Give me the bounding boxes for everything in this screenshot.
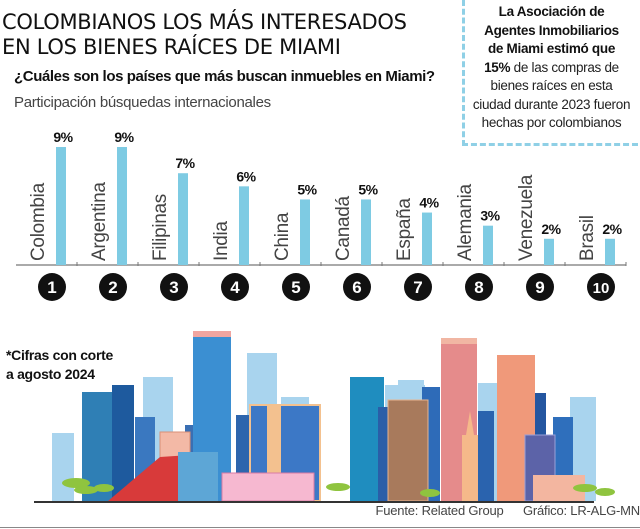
skyline-foreground (108, 338, 585, 502)
footnote: *Cifras con corte a agosto 2024 (6, 346, 113, 384)
category-label: Filipinas (150, 194, 171, 261)
value-label: 2% (541, 221, 561, 237)
value-label: 6% (236, 168, 256, 184)
rank-number: 4 (230, 278, 240, 297)
callout-line-7: hechas por colombianos (481, 115, 622, 130)
rank-number: 9 (535, 278, 544, 297)
rank-number: 10 (593, 280, 610, 297)
bar-brasil (605, 238, 615, 265)
bar-india (239, 186, 249, 265)
rank-badge (587, 273, 615, 301)
callout-highlight-line: 15% de las compras de (465, 59, 638, 78)
value-label: 4% (419, 195, 439, 211)
rank-number: 7 (413, 278, 422, 297)
value-label: 9% (114, 129, 134, 145)
callout-bold-line-2: Agentes Inmobiliarios (484, 22, 619, 38)
value-label: 7% (175, 155, 195, 171)
category-label: Alemania (455, 183, 476, 261)
rank-number: 1 (47, 278, 56, 297)
rank-number: 8 (474, 278, 483, 297)
category-label: España (394, 198, 415, 261)
rank-badge (465, 273, 493, 301)
value-label: 3% (480, 208, 500, 224)
category-label: Colombia (28, 182, 49, 261)
value-label: 5% (358, 181, 378, 197)
rank-number: 6 (352, 278, 361, 297)
source-text: Fuente: Related Group (375, 503, 504, 518)
page-title: COLOMBIANOS LOS MÁS INTERESADOS EN LOS B… (2, 10, 407, 60)
rank-number: 2 (108, 278, 117, 297)
bar-china (300, 199, 310, 265)
rank-number: 3 (169, 278, 178, 297)
callout-text-after-highlight: de las compras de (510, 59, 620, 75)
rank-badge (282, 273, 310, 301)
rank-badge (343, 273, 371, 301)
bar-españa (422, 212, 432, 265)
rank-badge (404, 273, 432, 301)
rank-badge (526, 273, 554, 301)
bar-chart: 9% Colombia 9% Argentina 7% Filipinas 6% India 5… (16, 129, 627, 301)
value-label: 5% (297, 181, 317, 197)
bar-colombia (56, 147, 66, 265)
category-label: Argentina (89, 182, 110, 261)
callout-line-5: bienes raíces en esta (490, 78, 613, 93)
value-label: 2% (602, 221, 622, 237)
chart-subtitle: ¿Cuáles son los países que más buscan in… (14, 68, 435, 85)
bar-alemania (483, 225, 493, 265)
rank-badge (38, 273, 66, 301)
bar-filipinas (178, 173, 188, 265)
callout-bold-line-1: La Asociación de (498, 4, 605, 19)
footnote-line-2: a agosto 2024 (6, 366, 95, 382)
rank-badge (221, 273, 249, 301)
rank-number: 5 (291, 278, 300, 297)
bar-argentina (117, 147, 127, 265)
footer: Fuente: Related Group Gráfico: LR-ALG-MN (359, 503, 640, 518)
category-label: China (272, 212, 293, 261)
ground-line (34, 501, 594, 503)
credit-text: Gráfico: LR-ALG-MN (522, 503, 640, 518)
palm-trees (62, 478, 615, 497)
title-line-1: COLOMBIANOS LOS MÁS INTERESADOS (2, 10, 407, 34)
rank-badge (99, 273, 127, 301)
callout-bold-line-3: de Miami estimó que (487, 41, 616, 56)
bar-venezuela (544, 238, 554, 265)
footer-divider (0, 527, 640, 528)
footnote-line-1: *Cifras con corte (6, 347, 113, 363)
bar-canadá (361, 199, 371, 265)
category-label: Canadá (333, 196, 354, 261)
category-label: Brasil (577, 215, 598, 261)
category-label: India (211, 221, 232, 261)
miami-skyline-illustration (34, 331, 615, 503)
callout-highlight: 15% (484, 59, 511, 75)
chart-caption: Participación búsquedas internacionales (14, 94, 271, 111)
category-label: Venezuela (516, 174, 537, 261)
callout-line-6: ciudad durante 2023 fueron (472, 96, 631, 112)
title-line-2: EN LOS BIENES RAÍCES DE MIAMI (2, 35, 341, 59)
callout-box: La Asociación de Agentes Inmobiliarios d… (462, 0, 638, 146)
rank-badge (160, 273, 188, 301)
value-label: 9% (53, 129, 73, 145)
